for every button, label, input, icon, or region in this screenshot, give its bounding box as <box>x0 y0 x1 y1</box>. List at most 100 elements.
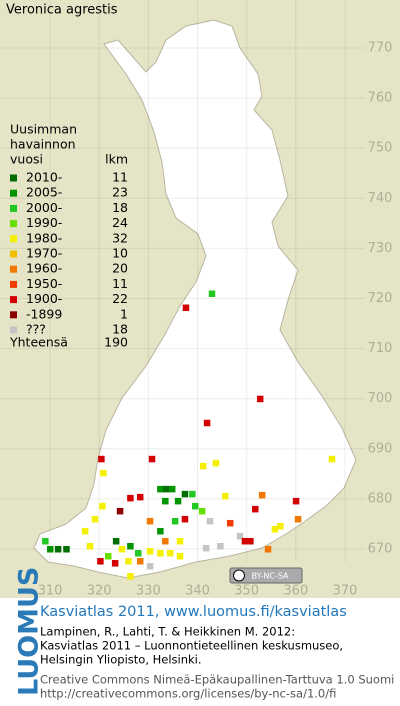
y-grid-label: 690 <box>368 441 393 456</box>
badge-icon <box>233 569 245 582</box>
legend-total-label: Yhteensä <box>9 335 68 350</box>
legend-count: 10 <box>112 246 128 261</box>
occurrence-square <box>182 304 190 312</box>
legend-label: -1899 <box>26 306 62 321</box>
x-grid-label: 310 <box>38 584 63 599</box>
occurrence-square <box>127 542 134 550</box>
legend-count: 22 <box>112 291 128 306</box>
atlas-link: Kasviatlas 2011, www.luomus.fi/kasviatla… <box>40 604 347 620</box>
logo: LUOMUS <box>14 567 45 696</box>
legend-count: 24 <box>112 215 128 230</box>
occurrence-square <box>208 290 216 297</box>
legend-count: 18 <box>112 322 128 337</box>
legend-label: 2000- <box>26 200 62 215</box>
occurrence-square <box>163 485 170 493</box>
x-grid-label: 320 <box>87 584 112 599</box>
occurrence-square <box>176 553 184 560</box>
occurrence-square <box>146 548 154 555</box>
occurrence-square <box>206 517 214 525</box>
occurrence-square <box>171 517 179 525</box>
license-line: http://creativecommons.org/licenses/by-n… <box>40 687 336 701</box>
x-grid-label: 360 <box>283 584 308 599</box>
occurrence-square <box>217 542 224 550</box>
occurrence-square <box>162 537 169 545</box>
occurrence-square <box>294 515 302 523</box>
legend-swatch <box>10 250 17 258</box>
occurrence-square <box>222 492 229 500</box>
x-grid-label: 330 <box>136 584 161 599</box>
occurrence-square <box>168 485 176 493</box>
badge-text: BY-NC-SA <box>251 572 289 581</box>
occurrence-square <box>203 419 211 427</box>
occurrence-square <box>105 553 112 560</box>
finland-outline <box>33 19 357 579</box>
occurrence-square <box>47 546 54 553</box>
legend-column: vuosi <box>10 152 43 167</box>
occurrence-square <box>241 537 249 545</box>
y-grid-label: 740 <box>368 191 393 206</box>
legend-swatch <box>10 311 17 319</box>
occurrence-square <box>63 546 70 553</box>
citation-line: Kasviatlas 2011 – Luonnontieteellinen ke… <box>40 639 343 653</box>
legend-count: 1 <box>120 306 128 321</box>
occurrence-square <box>236 532 244 540</box>
y-grid-label: 730 <box>368 241 393 256</box>
legend: Uusimman havainnon vuosi lkm Yhteensä 19… <box>9 122 128 350</box>
occurrence-square <box>136 493 144 501</box>
occurrence-square <box>192 502 199 510</box>
occurrence-square <box>86 542 94 550</box>
citation-line: Lampinen, R., Lahti, T. & Heikkinen M. 2… <box>40 625 295 639</box>
legend-swatch <box>10 174 17 182</box>
occurrence-square <box>174 497 182 505</box>
occurrence-square <box>127 494 134 502</box>
grid: 310 320 330 340 350 360 370 770 760 750 740 730 720 7… <box>0 0 392 599</box>
occurrence-square <box>292 497 300 505</box>
legend-label: 1900- <box>26 291 62 306</box>
legend-swatch <box>10 204 17 212</box>
occurrence-square <box>98 455 105 463</box>
occurrence-square <box>176 537 184 545</box>
occurrence-square <box>247 537 254 545</box>
legend-label: 2010- <box>26 170 62 185</box>
map-title: Veronica agrestis <box>6 3 118 18</box>
occurrence-square <box>212 459 220 467</box>
occurrence-square <box>116 507 124 515</box>
occurrence-square <box>181 490 189 498</box>
legend-count: 11 <box>112 276 128 291</box>
occurrence-square <box>112 537 120 545</box>
occurrence-square <box>99 502 106 510</box>
citation-line: Helsingin Yliopisto, Helsinki. <box>40 653 202 667</box>
occurrence-square <box>97 558 104 565</box>
occurrence-square <box>146 517 154 525</box>
occurrence-square <box>162 497 169 505</box>
y-grid-label: 750 <box>368 141 393 156</box>
occurrence-square <box>226 519 234 527</box>
occurrence-square <box>127 573 134 580</box>
legend-swatch <box>10 220 17 228</box>
occurrence-square <box>277 522 284 530</box>
legend-swatch <box>10 265 17 273</box>
y-grid-label: 680 <box>368 491 393 506</box>
legend-label: 1960- <box>26 261 62 276</box>
legend-swatch <box>10 280 17 288</box>
occurrence-square <box>157 550 164 557</box>
occurrences <box>42 290 336 580</box>
legend-label: 2005- <box>26 185 62 200</box>
legend-count: 32 <box>112 230 128 245</box>
occurrence-square <box>271 525 279 533</box>
occurrence-square <box>118 546 126 553</box>
y-grid-label: 720 <box>368 291 393 306</box>
occurrence-square <box>198 507 206 515</box>
legend-swatch <box>10 235 17 243</box>
y-grid-label: 670 <box>368 542 393 557</box>
license-badge: BY-NC-SA <box>229 567 303 584</box>
y-grid-label: 710 <box>368 341 393 356</box>
occurrence-square <box>256 395 264 403</box>
occurrence-square <box>91 515 99 523</box>
occurrence-square <box>157 527 164 535</box>
legend-count: 23 <box>112 185 128 200</box>
license-line: Creative Commons Nimeä-Epäkaupallinen-Ta… <box>40 673 394 687</box>
x-grid-label: 370 <box>333 584 358 599</box>
occurrence-square <box>181 515 189 523</box>
